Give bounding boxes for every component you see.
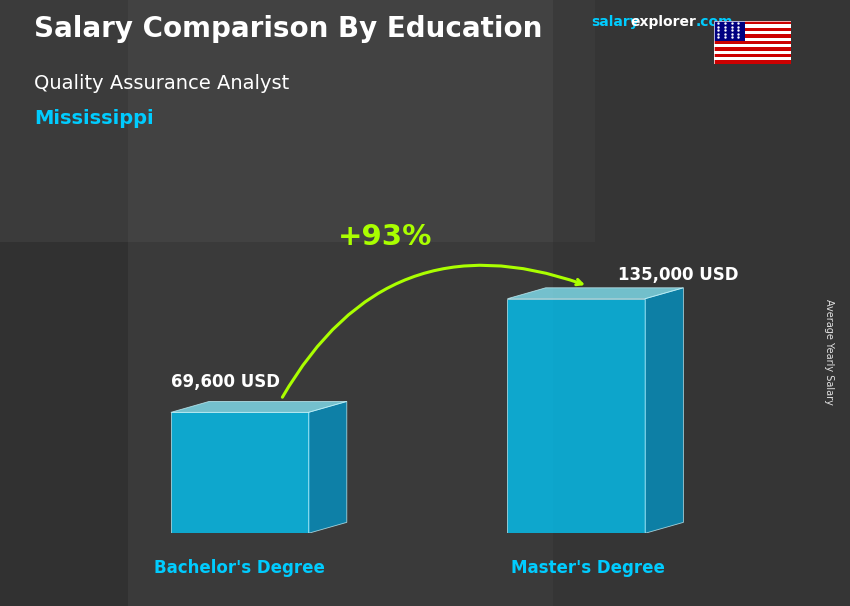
Bar [714,35,791,38]
Polygon shape [171,412,309,533]
Polygon shape [507,299,645,533]
Polygon shape [507,288,683,299]
Bar [714,24,791,28]
Bar [714,47,791,50]
Bar [714,41,791,44]
Bar [714,28,791,31]
Text: Master's Degree: Master's Degree [511,559,665,577]
Polygon shape [645,288,683,533]
Text: Salary Comparison By Education: Salary Comparison By Education [34,15,542,43]
Text: explorer: explorer [631,15,697,29]
Bar [714,50,791,54]
Bar [714,57,791,61]
Text: 69,600 USD: 69,600 USD [172,373,280,390]
Text: +93%: +93% [337,223,433,251]
Polygon shape [309,401,347,533]
Text: Quality Assurance Analyst: Quality Assurance Analyst [34,74,289,93]
Bar [714,61,791,64]
Text: 135,000 USD: 135,000 USD [618,266,739,284]
Bar [552,0,850,606]
Text: salary: salary [591,15,638,29]
Bar [0,0,128,606]
Text: Average Yearly Salary: Average Yearly Salary [824,299,834,404]
Bar [714,21,791,24]
Bar [714,44,791,47]
Bar [714,31,791,35]
Bar [714,54,791,57]
Text: .com: .com [695,15,733,29]
Bar [714,21,745,41]
Text: Bachelor's Degree: Bachelor's Degree [154,559,326,577]
Bar [714,38,791,41]
Text: Mississippi: Mississippi [34,109,154,128]
Bar [0,0,595,242]
Polygon shape [171,401,347,412]
